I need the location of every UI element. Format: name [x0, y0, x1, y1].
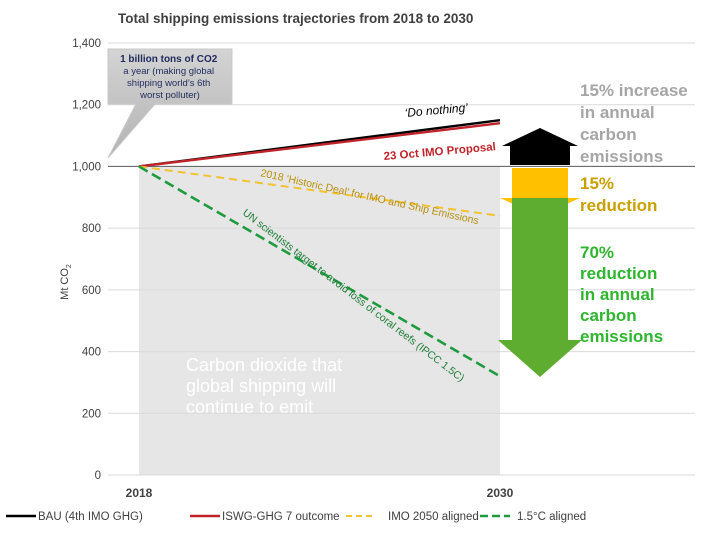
shaded-region-label-line-2: global shipping will [186, 376, 336, 396]
chart-title: Total shipping emissions trajectories fr… [118, 11, 473, 26]
increase-text: 15% increase in annual carbon emissions [580, 81, 692, 166]
callout-bubble [107, 48, 233, 159]
series-line-iswg [138, 122, 501, 168]
callout-text: 1 billion tons of CO2 a year (making glo… [120, 54, 220, 101]
y-tick-label-200: 200 [82, 408, 101, 420]
y-axis-ticks: 0 200 400 600 800 1,000 1,200 1,400 [72, 38, 101, 482]
legend-label-1-5c: 1.5°C aligned [517, 511, 586, 523]
reduction-15-text: 15% reduction [580, 174, 657, 215]
y-tick-label-1000: 1,000 [72, 161, 101, 173]
y-tick-label-1200: 1,200 [72, 100, 101, 112]
gridlines [108, 42, 695, 476]
series-line-1-5c [138, 165, 501, 378]
y-axis-label: Mt CO2 [59, 264, 73, 300]
y-tick-label-800: 800 [82, 223, 101, 235]
y-tick-label-1400: 1,400 [72, 38, 101, 50]
shaded-emissions-region [139, 166, 500, 475]
legend: BAU (4th IMO GHG) ISWG-GHG 7 outcome IMO… [6, 511, 586, 523]
reduction-70-arrow [498, 198, 582, 377]
legend-label-imo: IMO 2050 aligned [388, 511, 479, 523]
y-tick-label-600: 600 [82, 285, 101, 297]
label-imo-proposal: 23 Oct IMO Proposal [383, 141, 496, 163]
legend-label-bau: BAU (4th IMO GHG) [38, 511, 143, 523]
label-do-nothing: ‘Do nothing’ [404, 100, 469, 119]
x-tick-label-2018: 2018 [126, 486, 153, 500]
shaded-region-label-line-3: continue to emit [186, 397, 313, 417]
increase-arrow [502, 128, 578, 165]
y-tick-label-0: 0 [95, 470, 101, 482]
y-tick-label-400: 400 [82, 347, 101, 359]
x-tick-label-2030: 2030 [487, 486, 514, 500]
reduction-70-text: 70% reduction in annual carbon emissions [580, 243, 663, 346]
series-line-imo-2050 [138, 165, 501, 217]
legend-label-iswg: ISWG-GHG 7 outcome [222, 511, 340, 523]
shaded-region-label-line-1: Carbon dioxide that [186, 355, 342, 375]
